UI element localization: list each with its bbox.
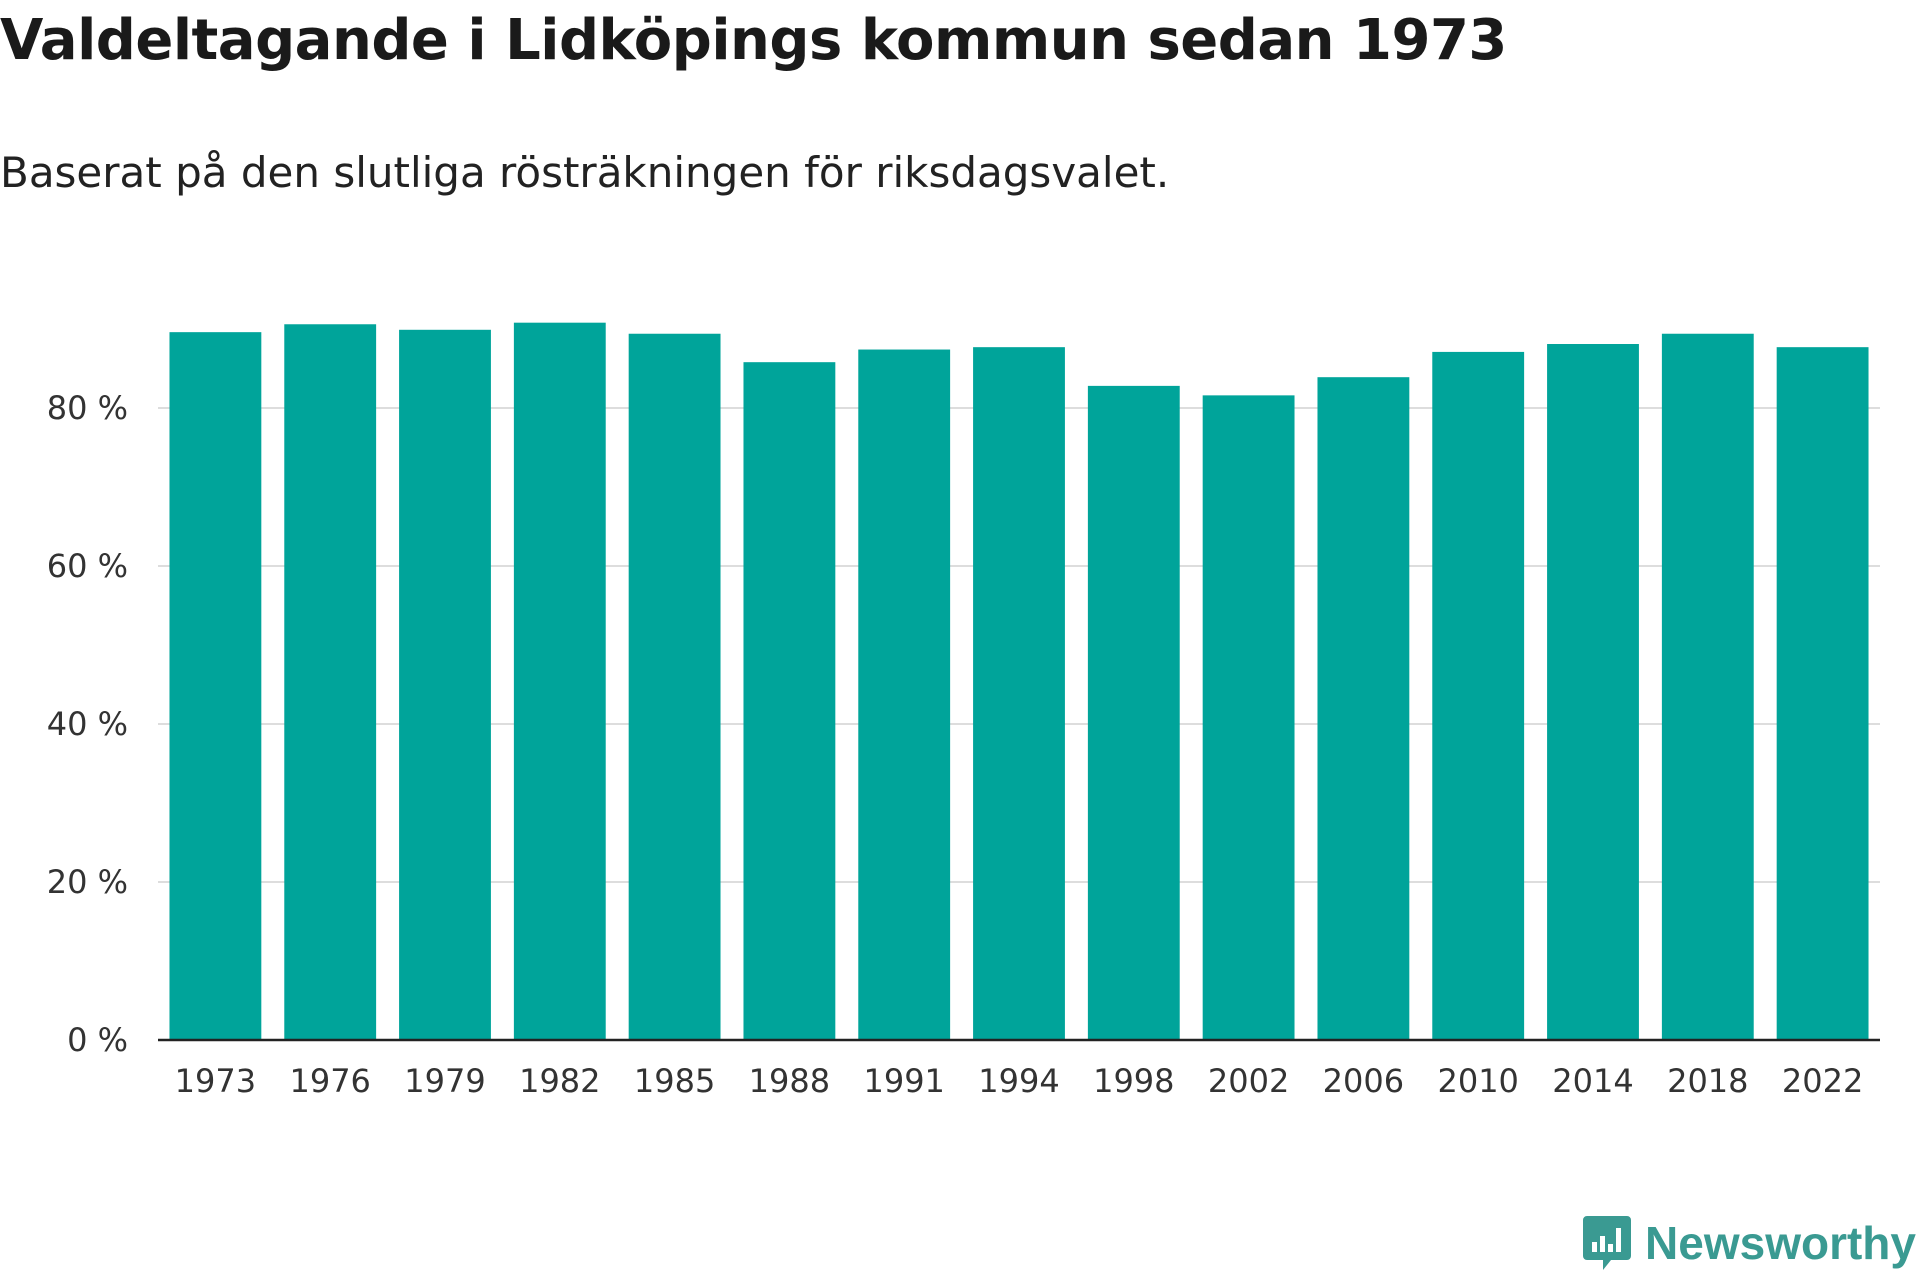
bar-1979 xyxy=(399,329,491,1040)
bar-2018 xyxy=(1661,333,1754,1040)
x-tick-label-1982: 1982 xyxy=(519,1062,600,1100)
y-tick-label-0: 0 % xyxy=(67,1021,128,1059)
x-tick-label-1979: 1979 xyxy=(404,1062,485,1100)
x-tick-label-2010: 2010 xyxy=(1437,1062,1518,1100)
bar-2002 xyxy=(1202,395,1295,1040)
bar-1994 xyxy=(973,347,1065,1040)
bar-layer xyxy=(169,322,1869,1040)
y-tick-label-80: 80 % xyxy=(47,389,128,427)
x-tick-label-1994: 1994 xyxy=(978,1062,1059,1100)
newsworthy-logo-icon xyxy=(1583,1216,1632,1270)
bar-2010 xyxy=(1432,351,1525,1040)
bar-1973 xyxy=(169,332,262,1040)
x-tick-label-1991: 1991 xyxy=(863,1062,944,1100)
y-tick-label-40: 40 % xyxy=(47,705,128,743)
x-tick-label-1998: 1998 xyxy=(1093,1062,1174,1100)
bar-2006 xyxy=(1317,377,1410,1040)
label-layer: 0 % 20 % 40 % 60 % 80 % 1973 1976 1979 1982 1985 1… xyxy=(47,389,1864,1100)
x-tick-label-2018: 2018 xyxy=(1667,1062,1748,1100)
x-tick-label-1985: 1985 xyxy=(634,1062,715,1100)
x-tick-label-2014: 2014 xyxy=(1552,1062,1633,1100)
bar-1991 xyxy=(858,349,951,1040)
bar-1976 xyxy=(284,324,377,1040)
x-tick-label-1973: 1973 xyxy=(175,1062,256,1100)
x-tick-label-2006: 2006 xyxy=(1323,1062,1404,1100)
brand-name: Newsworthy xyxy=(1645,1217,1916,1269)
x-tick-label-1976: 1976 xyxy=(289,1062,370,1100)
y-tick-label-20: 20 % xyxy=(47,863,128,901)
x-tick-label-2002: 2002 xyxy=(1208,1062,1289,1100)
bar-1985 xyxy=(628,333,721,1040)
brand-logo[interactable]: Newsworthy xyxy=(1581,1214,1916,1272)
x-tick-label-2022: 2022 xyxy=(1782,1062,1863,1100)
bar-2014 xyxy=(1547,344,1639,1040)
x-tick-label-1988: 1988 xyxy=(749,1062,830,1100)
chart-title: Valdeltagande i Lidköpings kommun sedan … xyxy=(0,8,1507,73)
bar-2022 xyxy=(1776,347,1869,1040)
bar-1988 xyxy=(743,362,836,1040)
chart-subtitle: Baserat på den slutliga rösträkningen fö… xyxy=(0,148,1170,197)
bar-1982 xyxy=(513,322,606,1040)
y-tick-label-60: 60 % xyxy=(47,547,128,585)
bar-1998 xyxy=(1087,385,1180,1040)
